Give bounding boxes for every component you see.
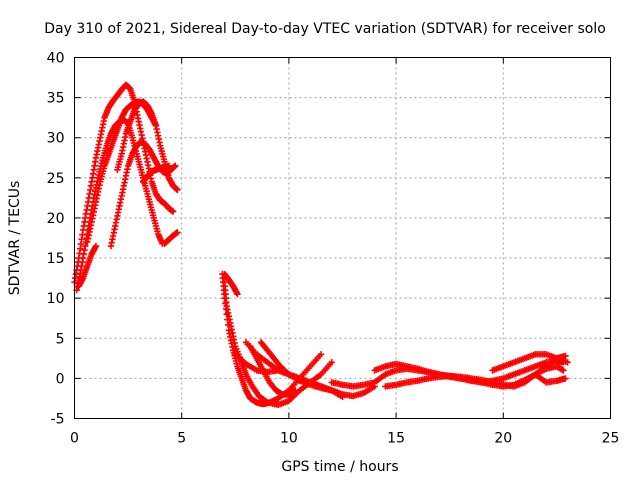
data-series-arc-15 [257, 339, 346, 401]
data-point [172, 162, 179, 169]
chart-title: Day 310 of 2021, Sidereal Day-to-day VTE… [44, 21, 606, 37]
x-tick-label: 25 [602, 431, 620, 447]
data-point [169, 208, 177, 215]
data-point [562, 352, 569, 360]
data-series-arc-14 [247, 343, 299, 398]
data-point [92, 242, 100, 250]
y-tick-label: 5 [56, 331, 65, 347]
x-tick-label: 10 [280, 431, 298, 447]
y-tick-label: 10 [47, 291, 65, 307]
data-series-arc-6 [75, 242, 100, 290]
grid-lines [74, 57, 611, 419]
y-tick-label: 25 [47, 171, 65, 187]
data-point [317, 351, 325, 358]
y-tick-label: 15 [47, 251, 65, 267]
data-point [560, 367, 567, 374]
y-tick-label: 0 [56, 371, 65, 387]
y-tick-label: 40 [47, 51, 65, 67]
data-point [165, 162, 173, 169]
data-series-arc-4 [107, 138, 179, 250]
x-tick-label: 0 [70, 431, 79, 447]
y-tick-label: 35 [47, 91, 65, 107]
data-series-arc-19 [489, 351, 571, 374]
data-point [174, 186, 181, 194]
plot-frame [74, 57, 611, 419]
x-tick-label: 5 [177, 431, 186, 447]
data-point [234, 290, 241, 298]
x-tick-labels: 0 5 10 15 20 25 [70, 431, 619, 447]
data-series-arc-11 [221, 270, 241, 298]
data-point [339, 393, 346, 401]
data-series-arc-10 [221, 278, 335, 409]
y-tick-label: 30 [47, 131, 65, 147]
data-marks [71, 81, 571, 409]
x-tick-label: 15 [387, 431, 405, 447]
y-tick-label: 20 [47, 211, 65, 227]
y-axis-label: SDTVAR / TECUs [7, 181, 23, 296]
data-point [328, 359, 335, 366]
y-tick-labels: -5 0 5 10 15 20 25 30 35 40 [47, 51, 65, 428]
x-axis-label: GPS time / hours [281, 459, 398, 475]
data-series-arc-8 [139, 162, 173, 186]
data-point [564, 359, 571, 366]
y-tick-label: -5 [51, 412, 65, 428]
data-point [292, 387, 299, 394]
axis-ticks [74, 57, 611, 419]
x-tick-label: 20 [494, 431, 512, 447]
data-point [174, 229, 181, 236]
data-series-arc-7 [161, 229, 181, 247]
data-series-arc-1 [71, 81, 177, 286]
data-point [562, 375, 569, 382]
data-series-arc-20 [532, 371, 569, 386]
